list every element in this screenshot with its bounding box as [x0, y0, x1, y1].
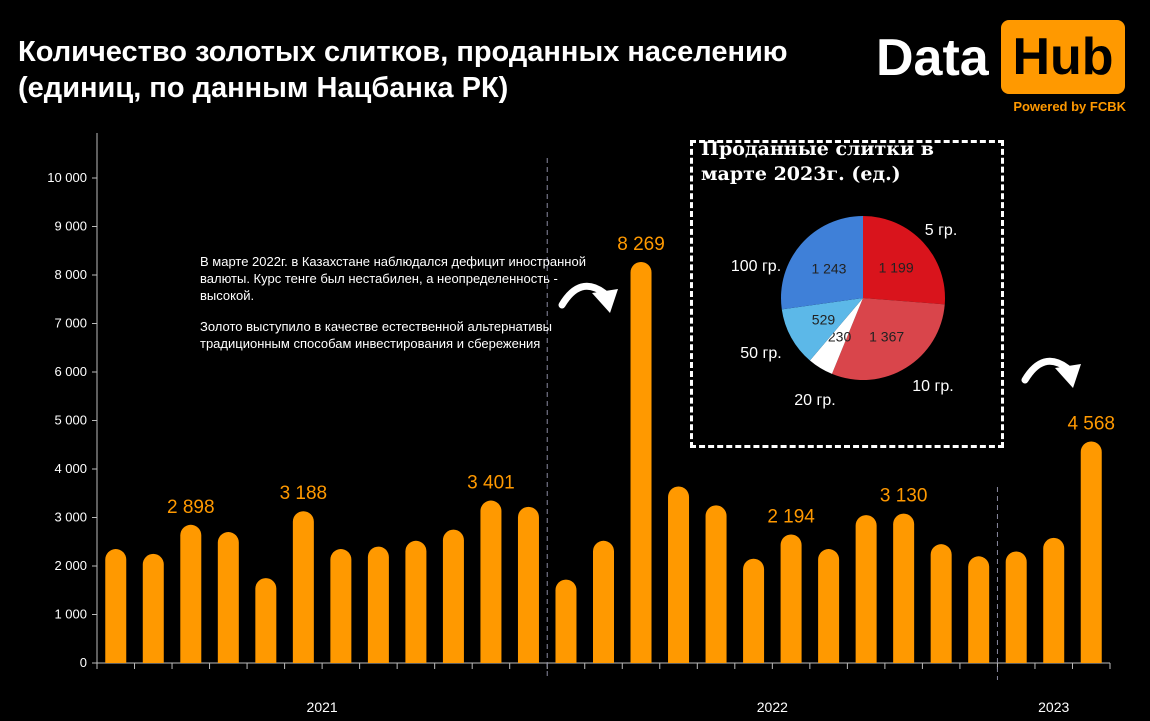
logo-powered-by: Powered by FCBK [1013, 99, 1126, 114]
y-tick-label: 4 000 [54, 461, 87, 476]
annotation-note: В марте 2022г. в Казахстане наблюдался д… [200, 253, 590, 366]
chart-title-line2: (единиц, по данным Нацбанка РК) [18, 72, 509, 104]
bar [480, 500, 502, 663]
y-tick-label: 5 000 [54, 413, 87, 428]
bar-value-label: 2 194 [767, 506, 815, 527]
pie-chart: 1 199 5 гр. 1 367 10 гр. 230 20 гр. 529 50 гр. 1… [731, 216, 958, 409]
y-tick-label: 10 000 [47, 170, 87, 185]
annotation-paragraph-2: Золото выступило в качестве естественной… [200, 319, 552, 351]
bar-value-label: 3 188 [280, 483, 328, 504]
arrow-curve [1021, 357, 1071, 384]
y-tick-label: 9 000 [54, 219, 87, 234]
bar [630, 261, 652, 663]
year-label: 2021 [307, 699, 338, 715]
y-tick-label: 2 000 [54, 558, 87, 573]
chart-title-line1: Количество золотых слитков, проданных на… [18, 36, 788, 68]
bar [255, 578, 277, 663]
logo-hub-box: Hub [1001, 20, 1125, 94]
pie-value-label: 230 [828, 329, 852, 345]
datahub-logo: Data Hub Powered by FCBK [876, 18, 1126, 118]
bar [593, 540, 614, 663]
pie-inset-box: Проданные слитки в марте 2023г. (ед.) 1 … [690, 138, 1004, 448]
bar [405, 540, 427, 663]
arrow-icon-2023 [1021, 357, 1081, 388]
annotation-paragraph-1: В марте 2022г. в Казахстане наблюдался д… [200, 254, 586, 303]
y-tick-label: 1 000 [54, 607, 87, 622]
pie-value-label: 1 199 [879, 259, 914, 275]
bar [1005, 551, 1027, 663]
bar [292, 511, 314, 663]
pie-category-label: 100 гр. [731, 258, 781, 275]
bar-value-label: 8 269 [617, 234, 665, 255]
y-tick-label: 7 000 [54, 316, 87, 331]
bar [105, 549, 127, 663]
arrow-curve [558, 282, 608, 309]
bar [818, 549, 840, 663]
bar [855, 515, 877, 663]
bar-value-label: 3 401 [467, 473, 515, 494]
chart-title: Количество золотых слитков, проданных на… [18, 34, 838, 106]
bar [442, 529, 464, 663]
y-tick-label: 3 000 [54, 510, 87, 525]
year-label: 2022 [757, 699, 788, 715]
bar-value-label: 2 898 [167, 497, 215, 518]
pie-value-label: 1 243 [811, 260, 846, 276]
bar [668, 486, 690, 663]
bar [705, 505, 727, 663]
bar-value-label: 4 568 [1067, 413, 1115, 434]
bar [217, 532, 239, 663]
bar [1080, 441, 1102, 663]
y-tick-label: 8 000 [54, 267, 87, 282]
bar [743, 558, 765, 663]
year-label: 2023 [1038, 699, 1069, 715]
pie-slice [809, 298, 863, 374]
pie-slice [831, 298, 945, 380]
arrow-head [1055, 364, 1081, 388]
pie-slice [863, 216, 945, 305]
pie-value-label: 529 [812, 312, 836, 328]
bar [555, 579, 577, 663]
bar [968, 556, 990, 663]
bar [780, 534, 802, 663]
pie-category-label: 20 гр. [794, 392, 835, 409]
arrow-head [592, 289, 618, 313]
pie-category-label: 5 гр. [925, 222, 958, 239]
arrow-icon-2022 [558, 282, 618, 313]
pie-category-label: 10 гр. [912, 378, 953, 395]
bar [180, 524, 202, 663]
logo-data-text: Data [876, 29, 989, 87]
pie-category-label: 50 гр. [740, 345, 781, 362]
bar [930, 544, 952, 663]
bar [517, 506, 539, 663]
pie-value-label: 1 367 [869, 328, 904, 344]
pie-title: Проданные слитки в марте 2023г. (ед.) [701, 138, 934, 185]
y-tick-label: 6 000 [54, 364, 87, 379]
pie-slice [781, 216, 863, 310]
bar [367, 546, 389, 663]
bar-value-label: 3 130 [880, 486, 928, 507]
bar [893, 513, 915, 663]
bar [142, 553, 164, 663]
bar [1043, 537, 1065, 663]
y-tick-label: 0 [80, 655, 87, 670]
pie-slice [781, 298, 863, 361]
bar [330, 549, 352, 663]
